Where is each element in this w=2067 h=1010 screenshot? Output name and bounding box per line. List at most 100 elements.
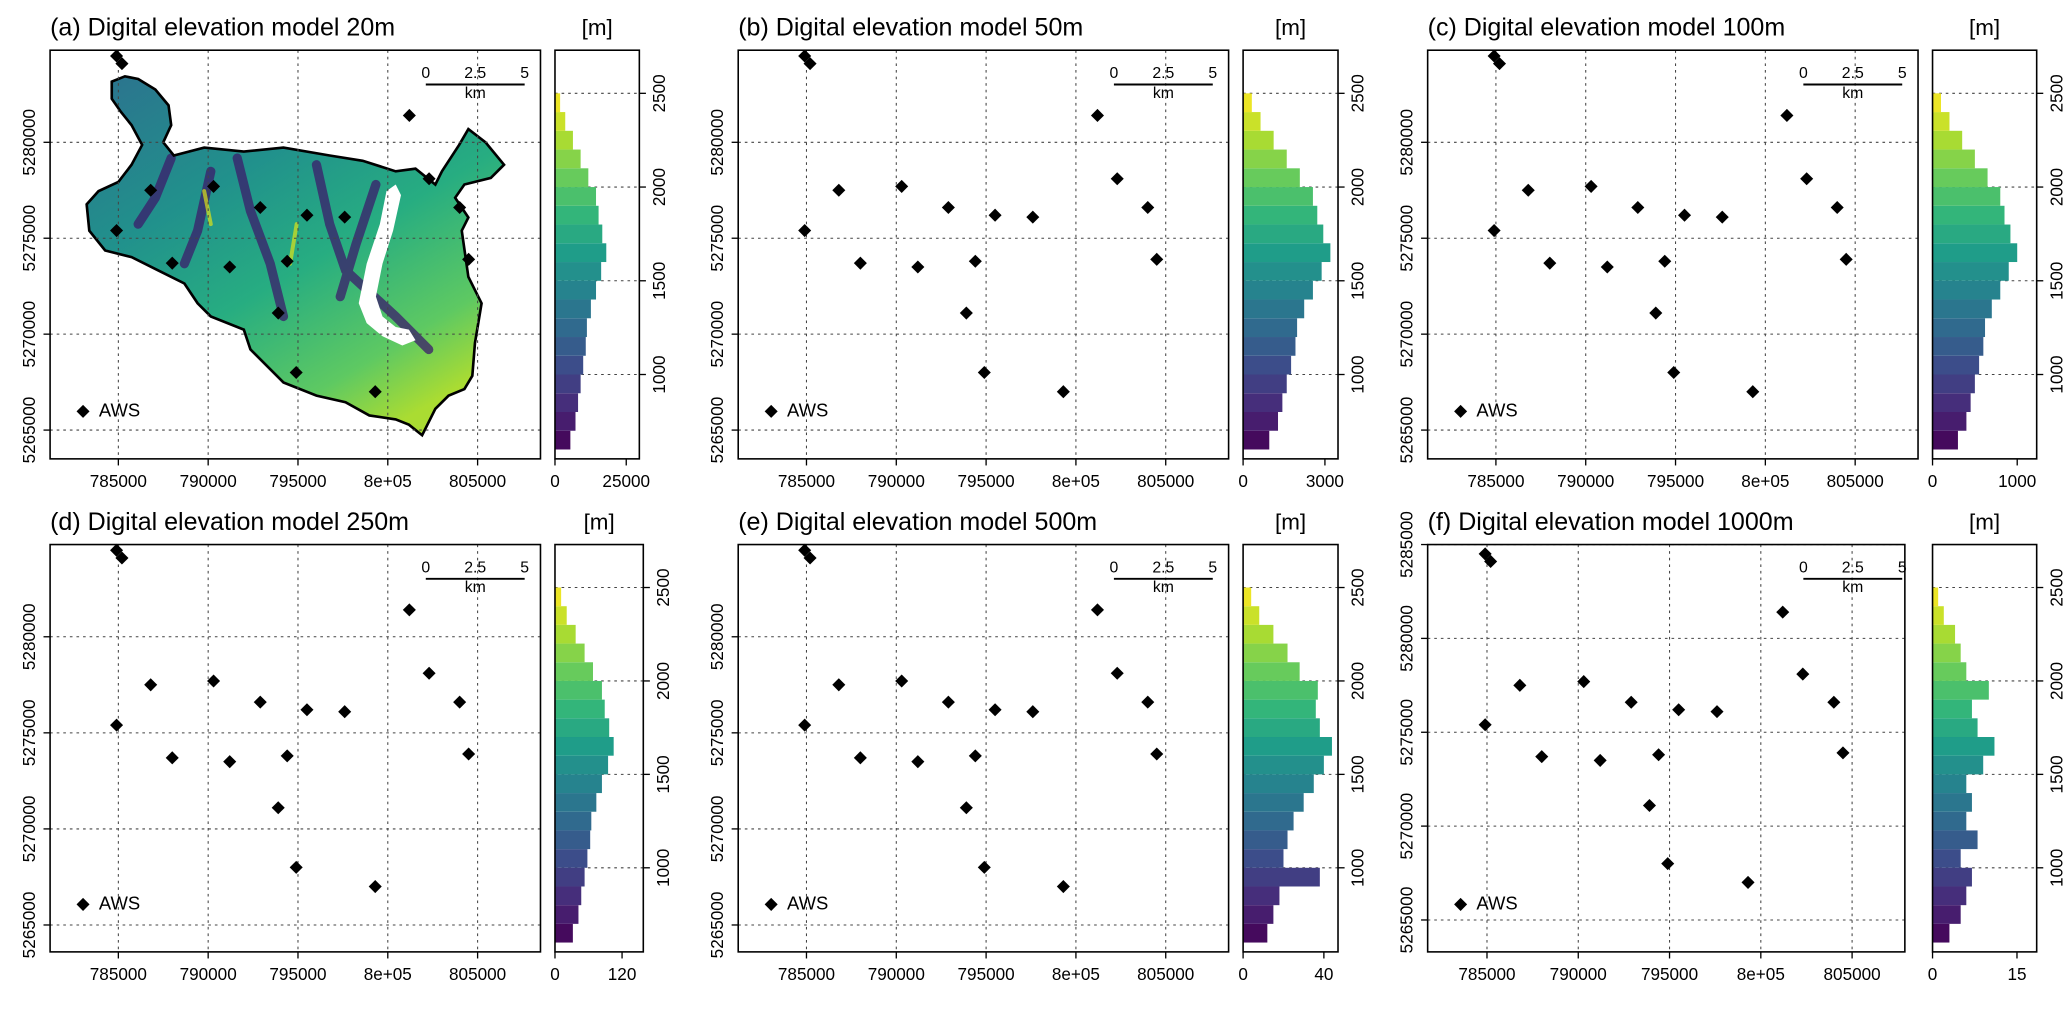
panel-title: (b) Digital elevation model 50m bbox=[738, 14, 1083, 42]
histogram-bar bbox=[1932, 112, 1950, 131]
aws-point bbox=[1513, 678, 1527, 692]
y-tick-label: 2000 bbox=[649, 168, 669, 206]
histogram-bar bbox=[554, 374, 581, 394]
aws-point bbox=[300, 703, 314, 717]
aws-point bbox=[1642, 798, 1656, 812]
y-tick-label: 5275000 bbox=[19, 700, 39, 767]
histogram-bar bbox=[1932, 355, 1980, 375]
panel-title: (d) Digital elevation model 250m bbox=[50, 508, 409, 536]
histogram-bar bbox=[1932, 811, 1967, 831]
y-tick-label: 2000 bbox=[1348, 662, 1368, 700]
aws-point bbox=[1715, 210, 1729, 224]
plot-frame bbox=[1242, 49, 1339, 460]
histogram-bar bbox=[1243, 168, 1300, 188]
histogram-bar bbox=[554, 224, 603, 244]
histogram-bar bbox=[554, 262, 602, 281]
plot-frame bbox=[737, 543, 1230, 953]
y-tick-label: 1500 bbox=[1348, 262, 1368, 300]
aws-point bbox=[911, 755, 925, 769]
aws-point bbox=[1649, 306, 1663, 320]
aws-point bbox=[422, 666, 436, 680]
histogram-bar bbox=[1243, 737, 1332, 756]
y-tick-label: 5275000 bbox=[707, 700, 727, 767]
aws-point bbox=[977, 366, 991, 380]
y-tick-label: 5280000 bbox=[707, 109, 727, 176]
histogram-bar bbox=[1932, 299, 1992, 319]
x-tick-label: 785000 bbox=[1467, 471, 1524, 491]
catchment bbox=[1464, 76, 1881, 435]
aws-point bbox=[1026, 705, 1040, 719]
scale-bar-unit: km bbox=[1842, 85, 1863, 102]
histogram-bar bbox=[1243, 299, 1305, 319]
histogram-bar bbox=[554, 662, 593, 681]
scale-bar-label: 2.5 bbox=[1842, 65, 1864, 82]
aws-point bbox=[941, 201, 955, 215]
histogram-bar bbox=[554, 355, 584, 375]
aws-point bbox=[968, 254, 982, 268]
y-tick-label: 1000 bbox=[2046, 849, 2066, 887]
scale-bar-label: 0 bbox=[1110, 65, 1119, 82]
histogram-bar bbox=[1932, 737, 1995, 756]
aws-point bbox=[1478, 718, 1492, 732]
y-tick-label: 2000 bbox=[653, 662, 673, 700]
histogram-bar bbox=[1243, 867, 1320, 887]
y-tick-label: 5270000 bbox=[707, 796, 727, 863]
y-tick-label: 2000 bbox=[2046, 662, 2066, 700]
aws-point bbox=[453, 695, 467, 709]
histogram-bar bbox=[1243, 830, 1288, 850]
scale-bar-unit: km bbox=[1842, 579, 1863, 596]
histogram-bar bbox=[1243, 280, 1313, 300]
y-tick-label: 1000 bbox=[1348, 355, 1368, 393]
histogram-bar bbox=[1932, 262, 2009, 281]
aws-point bbox=[853, 256, 867, 270]
histogram-bar bbox=[1243, 587, 1252, 607]
histogram-bar bbox=[1932, 793, 1972, 812]
histogram-bar bbox=[554, 643, 585, 663]
histogram-bar bbox=[1932, 205, 2005, 225]
aws-point bbox=[144, 183, 158, 197]
x-tick-label: 0 bbox=[1928, 471, 1938, 491]
histogram-bar bbox=[554, 830, 591, 850]
scale-bar-label: 0 bbox=[1799, 65, 1808, 82]
aws-point bbox=[207, 179, 221, 193]
aws-point bbox=[1741, 875, 1755, 889]
histogram-bar bbox=[1932, 587, 1939, 607]
histogram-bar bbox=[1243, 224, 1324, 244]
histogram-bar bbox=[554, 393, 579, 412]
histogram-title: [m] bbox=[584, 509, 615, 534]
legend-label: AWS bbox=[1476, 892, 1517, 913]
catchment bbox=[1455, 574, 1879, 925]
histogram-bar bbox=[1932, 886, 1967, 906]
plot-frame bbox=[554, 543, 645, 953]
histogram-bar bbox=[554, 280, 597, 300]
y-tick-label: 5270000 bbox=[707, 301, 727, 368]
aws-point bbox=[941, 695, 955, 709]
aws-point bbox=[1110, 172, 1124, 186]
x-tick-label: 790000 bbox=[868, 471, 925, 491]
aws-point bbox=[832, 678, 846, 692]
histogram-panel: 1000 1500 2000 2500 0 40 [m] bbox=[1238, 509, 1367, 984]
histogram-bar bbox=[1243, 262, 1322, 281]
map-panel: 785000 790000 795000 8e+05 805000 5265000 5270… bbox=[1396, 14, 1919, 491]
aws-point bbox=[959, 306, 973, 320]
legend-label: AWS bbox=[99, 892, 140, 913]
y-tick-label: 5265000 bbox=[19, 397, 39, 464]
histogram-bar bbox=[1932, 755, 1984, 775]
histogram-panel: 1000 1500 2000 2500 0 15 [m] bbox=[1928, 509, 2067, 984]
aws-point bbox=[1658, 254, 1672, 268]
scale-bar-label: 5 bbox=[1898, 559, 1907, 576]
aws-point bbox=[271, 801, 285, 815]
scale-bar-label: 5 bbox=[1208, 559, 1217, 576]
y-tick-label: 1500 bbox=[653, 755, 673, 793]
plot-frame bbox=[1426, 543, 1906, 953]
x-tick-label: 0 bbox=[550, 471, 560, 491]
histogram-bar bbox=[554, 430, 571, 450]
aws-point bbox=[1584, 179, 1598, 193]
histogram-bar bbox=[1243, 374, 1287, 394]
histogram-bar bbox=[1243, 149, 1287, 169]
aws-point bbox=[223, 755, 237, 769]
histogram-bar bbox=[1932, 224, 2011, 244]
catchment bbox=[87, 571, 504, 930]
aws-point bbox=[1796, 667, 1810, 681]
histogram-panel: 1000 1500 2000 2500 0 1000 [m] bbox=[1928, 15, 2067, 491]
